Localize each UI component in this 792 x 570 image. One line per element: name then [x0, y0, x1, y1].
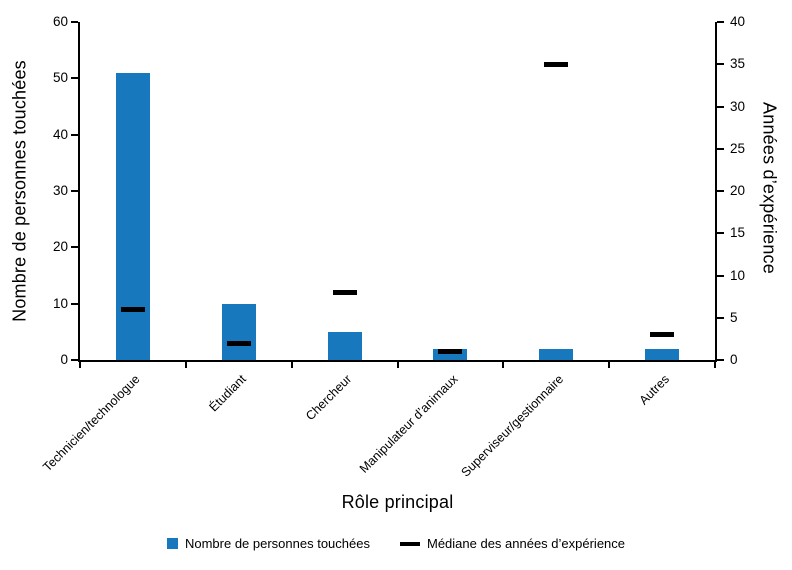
median-marker-autres	[650, 332, 675, 338]
y-axis-left-tick	[71, 133, 78, 136]
x-axis-tick	[714, 362, 716, 368]
y-axis-left-tick	[71, 302, 78, 305]
x-axis-tick	[79, 362, 81, 368]
legend-item-label: Nombre de personnes touchées	[184, 536, 370, 551]
y-axis-left-tick-label: 20	[52, 239, 68, 255]
x-axis-category-label: Technicien/technologue	[40, 372, 143, 475]
legend-square-swatch-icon	[166, 538, 178, 549]
x-axis-category-label: Chercheur	[303, 372, 355, 424]
bar-superviseur-gestionnaire	[539, 348, 574, 360]
bar-technicien-technologue	[115, 72, 150, 360]
x-axis-tick	[184, 362, 187, 368]
y-axis-left-tick-label: 40	[52, 126, 68, 142]
y-axis-right-tick	[717, 274, 724, 277]
bar--tudiant	[221, 303, 256, 360]
y-axis-right-tick-label: 0	[730, 352, 738, 367]
y-axis-left-tick-label: 0	[60, 352, 68, 367]
median-marker-manipulateur-d-animaux	[438, 349, 463, 355]
y-axis-right-tick-label: 35	[730, 56, 746, 72]
legend-item-label: Médiane des années d’expérience	[426, 536, 626, 551]
legend: Nombre de personnes touchées Médiane des …	[0, 536, 792, 551]
median-marker-technicien-technologue	[120, 306, 145, 312]
legend-item: Médiane des années d’expérience	[399, 536, 626, 551]
x-axis-tick	[290, 362, 293, 368]
bar-chercheur	[327, 331, 362, 360]
x-axis-line	[78, 360, 717, 362]
y-axis-right-tick	[717, 359, 724, 361]
y-axis-right-line	[715, 22, 717, 362]
x-axis-category-label: Étudiant	[206, 372, 249, 415]
y-axis-right-tick-label: 30	[730, 98, 746, 114]
x-axis-tick	[502, 362, 505, 368]
legend-dash-swatch-icon	[399, 541, 420, 546]
y-axis-right-tick	[717, 147, 724, 150]
bar-autres	[645, 348, 680, 360]
median-marker-superviseur-gestionnaire	[544, 61, 569, 67]
y-axis-right-tick	[717, 63, 724, 66]
x-axis-tick	[608, 362, 611, 368]
y-axis-left-tick	[71, 190, 78, 192]
y-axis-right-tick-label: 5	[730, 309, 738, 325]
x-axis-category-label: Autres	[636, 372, 672, 408]
x-axis-title: Rôle principal	[341, 492, 454, 512]
median-marker--tudiant	[226, 340, 251, 346]
y-axis-left-tick	[71, 246, 78, 249]
legend-item: Nombre de personnes touchées	[166, 536, 370, 551]
y-axis-right-tick-label: 25	[730, 140, 746, 156]
x-axis-category-label: Superviseur/gestionnaire	[458, 372, 567, 480]
y-axis-right-tick	[717, 316, 724, 319]
y-axis-right-tick	[717, 190, 724, 192]
x-axis-tick	[396, 362, 399, 368]
bar-manipulateur-d-animaux	[433, 348, 468, 360]
y-axis-right-tick-label: 15	[730, 225, 746, 241]
y-axis-left-line	[78, 22, 80, 362]
y-axis-right-tick	[717, 232, 724, 235]
y-axis-right-tick	[717, 21, 724, 23]
y-axis-right-tick	[717, 105, 724, 108]
y-axis-left-tick-label: 60	[52, 14, 68, 29]
y-axis-left-tick-label: 50	[52, 70, 68, 86]
y-axis-right-tick-label: 10	[730, 267, 746, 283]
y-axis-left-tick	[71, 359, 78, 361]
y-axis-left-tick-label: 30	[52, 183, 68, 198]
y-axis-left-tick-label: 10	[52, 295, 68, 311]
y-axis-left-tick	[71, 77, 78, 80]
y-axis-right-tick-label: 20	[730, 183, 746, 198]
y-axis-right-tick-label: 40	[730, 14, 746, 29]
median-marker-chercheur	[332, 289, 357, 295]
x-axis-category-label: Manipulateur d’animaux	[356, 372, 461, 476]
y-axis-left-tick	[71, 21, 78, 23]
